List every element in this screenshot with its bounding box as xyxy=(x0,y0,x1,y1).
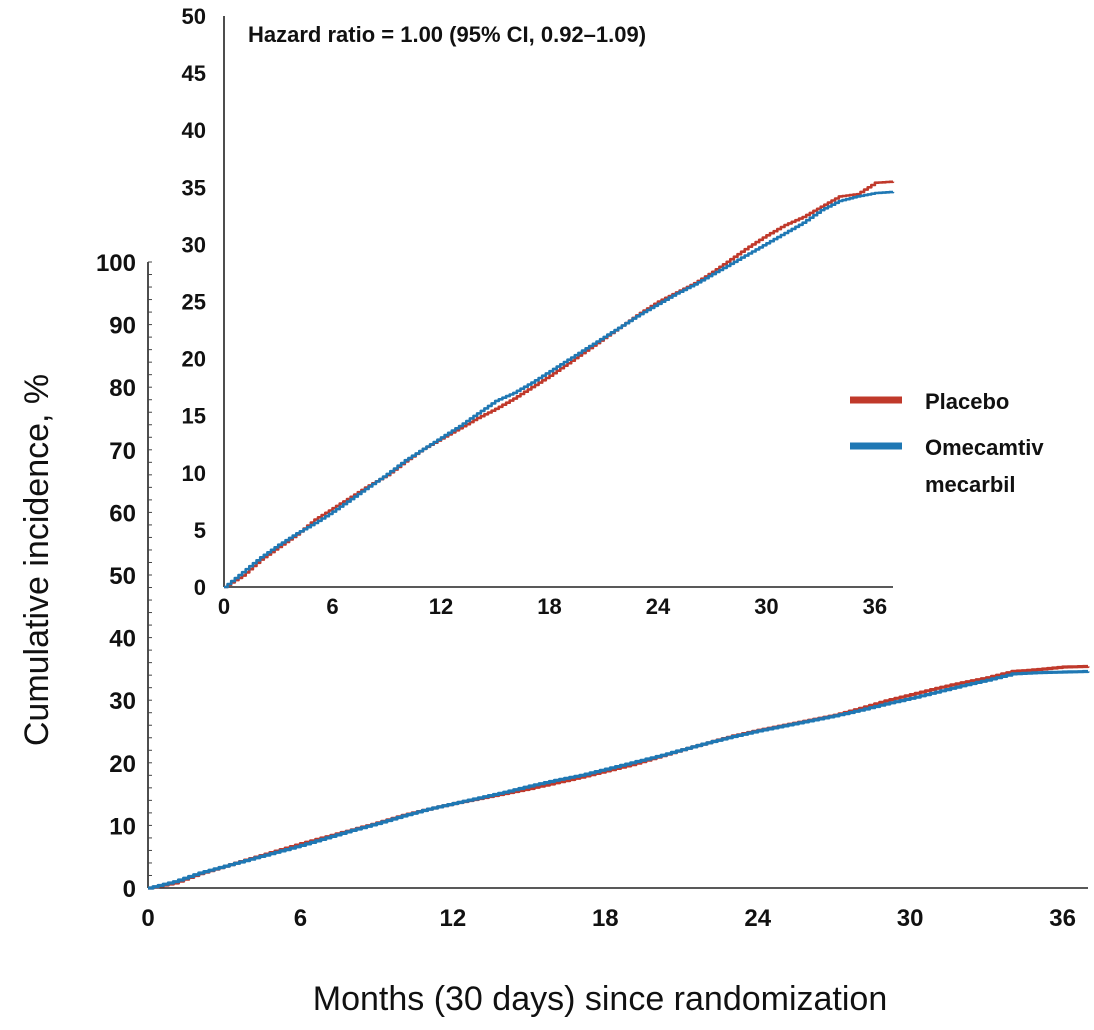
main-y-tick-label: 100 xyxy=(96,250,136,277)
main-y-tick-label: 0 xyxy=(123,876,136,903)
main-y-tick-label: 10 xyxy=(109,813,136,840)
inset-y-tick-label: 15 xyxy=(182,404,206,429)
inset-background xyxy=(224,12,896,587)
main-y-tick-label: 90 xyxy=(109,313,136,340)
inset-series-lines xyxy=(224,180,895,589)
main-x-tick-label: 12 xyxy=(440,905,467,932)
inset-y-tick-label: 45 xyxy=(182,61,206,86)
inset-y-tick-label: 40 xyxy=(182,118,206,143)
main-y-tick-label: 50 xyxy=(109,563,136,590)
main-x-tick-label: 36 xyxy=(1049,905,1076,932)
inset-x-tick-label: 6 xyxy=(326,594,338,619)
main-y-tick-label: 60 xyxy=(109,500,136,527)
main-series-line-omecamtiv-mecarbil xyxy=(148,669,1090,890)
main-series-lines xyxy=(148,664,1090,890)
main-x-tick-label: 30 xyxy=(897,905,924,932)
inset-y-tick-label: 30 xyxy=(182,232,206,257)
inset-x-tick-label: 36 xyxy=(863,594,887,619)
inset-y-tick-label: 20 xyxy=(182,347,206,372)
inset-x-tick-label: 0 xyxy=(218,594,230,619)
inset-chart: 0 5 10 15 20 25 30 35 40 45 50 0 6 12 18 24 30 36 Hazard… xyxy=(182,4,896,619)
main-y-tick-label: 40 xyxy=(109,626,136,653)
main-y-tick-labels: 0 10 20 30 40 50 60 70 80 90 100 xyxy=(96,250,136,903)
inset-y-tick-label: 10 xyxy=(182,461,206,486)
inset-y-tick-label: 50 xyxy=(182,4,206,29)
inset-x-tick-label: 12 xyxy=(429,594,453,619)
main-y-tick-label: 80 xyxy=(109,375,136,402)
legend-label-omecamtiv-line1: Omecamtiv xyxy=(925,435,1044,460)
inset-x-tick-labels: 0 6 12 18 24 30 36 xyxy=(218,594,887,619)
inset-x-tick-label: 24 xyxy=(646,594,671,619)
main-x-tick-label: 18 xyxy=(592,905,619,932)
main-x-tick-label: 6 xyxy=(294,905,307,932)
main-y-tick-label: 30 xyxy=(109,688,136,715)
legend-label-placebo: Placebo xyxy=(925,389,1009,414)
main-x-tick-labels: 0 6 12 18 24 30 36 xyxy=(141,905,1076,932)
hazard-ratio-annotation: Hazard ratio = 1.00 (95% CI, 0.92–1.09) xyxy=(248,22,646,47)
inset-y-tick-label: 25 xyxy=(182,290,206,315)
inset-x-tick-label: 30 xyxy=(754,594,778,619)
inset-series-line-omecamtiv-mecarbil xyxy=(224,190,895,589)
main-y-tick-label: 20 xyxy=(109,751,136,778)
inset-y-tick-label: 0 xyxy=(194,575,206,600)
main-y-tick-label: 70 xyxy=(109,438,136,465)
legend-label-omecamtiv-line2: mecarbil xyxy=(925,472,1016,497)
inset-series-line-placebo xyxy=(224,180,895,589)
inset-y-tick-label: 5 xyxy=(194,518,206,543)
inset-y-tick-label: 35 xyxy=(182,175,206,200)
x-axis-title: Months (30 days) since randomization xyxy=(313,980,888,1018)
y-axis-title: Cumulative incidence, % xyxy=(18,374,56,746)
inset-x-tick-label: 18 xyxy=(537,594,561,619)
inset-y-tick-labels: 0 5 10 15 20 25 30 35 40 45 50 xyxy=(182,4,206,600)
legend: Placebo Omecamtiv mecarbil xyxy=(850,389,1044,497)
main-x-tick-label: 0 xyxy=(141,905,154,932)
main-x-tick-label: 24 xyxy=(744,905,771,932)
